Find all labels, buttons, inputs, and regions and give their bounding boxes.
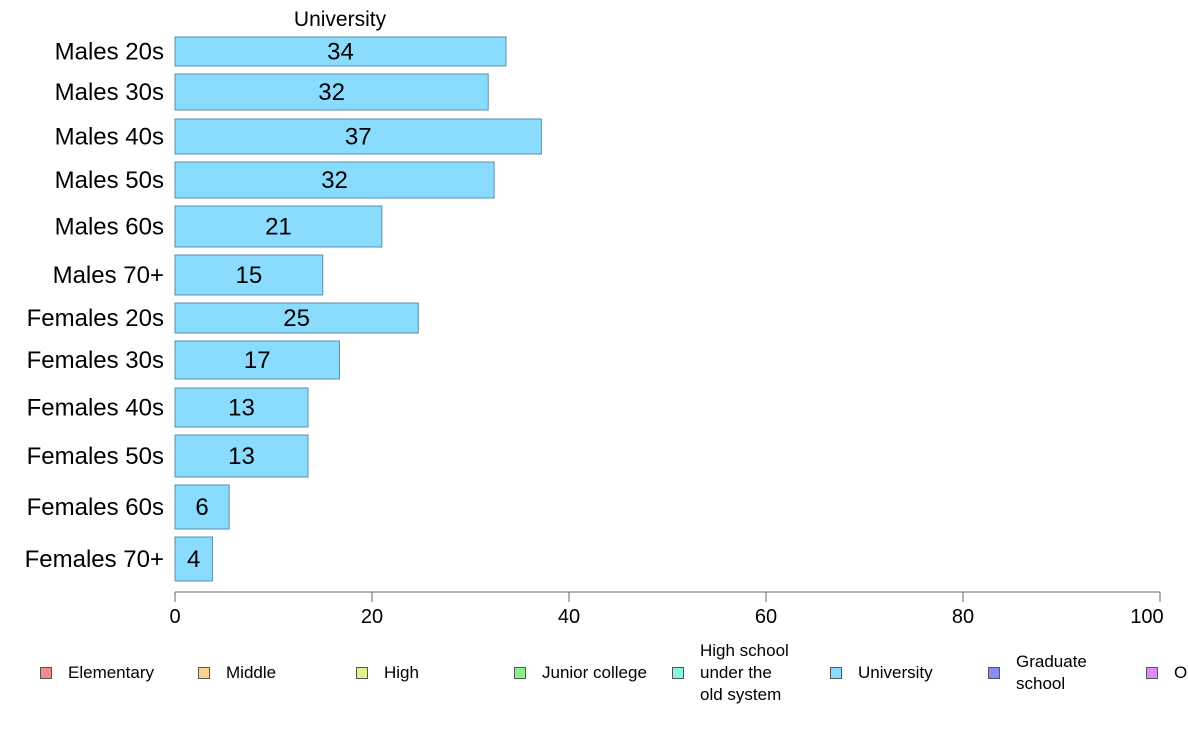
bar-value-label: 32 — [321, 167, 348, 194]
x-tick-label: 100 — [1130, 606, 1163, 628]
bar-value-label: 34 — [327, 39, 354, 66]
bar-females-40s — [174, 387, 309, 428]
legend-label: University — [858, 663, 933, 682]
legend-item: High school under the old system — [672, 640, 789, 706]
bar-value-label: 6 — [195, 494, 208, 521]
bar-females-70- — [174, 536, 213, 582]
legend-swatch — [988, 667, 1000, 679]
legend-item: High — [356, 640, 419, 706]
bar-chart: University 34 Males 20s 32 Males 30s 37 Males… — [25, 8, 1164, 628]
legend-item: Elementary — [40, 640, 154, 706]
legend-item: O — [1146, 640, 1187, 706]
bar-males-60s — [174, 205, 383, 248]
x-tick-label: 20 — [361, 606, 383, 628]
category-label: Females 50s — [27, 443, 164, 470]
bar-males-50s — [174, 161, 495, 199]
legend: Elementary Middle High Junior college High s… — [0, 640, 1188, 710]
legend-swatch — [514, 667, 526, 679]
bar-males-40s — [174, 118, 542, 155]
legend-label: High school under the old system — [700, 641, 789, 704]
bar-value-label: 15 — [236, 262, 263, 289]
legend-label: O — [1174, 663, 1188, 682]
category-label: Males 20s — [55, 39, 164, 66]
bar-value-label: 25 — [283, 305, 310, 332]
category-label: Females 70+ — [25, 546, 164, 573]
legend-label: Junior college — [542, 663, 647, 682]
legend-item: Graduate school — [988, 640, 1087, 706]
bar-females-50s — [174, 434, 309, 478]
category-label: Males 60s — [55, 214, 164, 241]
bar-females-30s — [174, 340, 340, 380]
bar-value-label: 13 — [228, 443, 255, 470]
legend-label: Graduate school — [1016, 652, 1087, 693]
bar-value-label: 13 — [228, 395, 255, 422]
bar-value-label: 4 — [187, 546, 200, 573]
x-tick-label: 80 — [952, 606, 974, 628]
chart-title: University — [294, 8, 387, 31]
legend-item: Junior college — [514, 640, 647, 706]
bar-value-label: 17 — [244, 347, 271, 374]
category-label: Males 30s — [55, 79, 164, 106]
legend-swatch — [356, 667, 368, 679]
category-label: Females 40s — [27, 395, 164, 422]
category-label: Females 20s — [27, 305, 164, 332]
bar-value-label: 37 — [345, 124, 372, 151]
category-label: Males 50s — [55, 167, 164, 194]
x-tick-label: 0 — [169, 606, 180, 628]
legend-swatch — [1146, 667, 1158, 679]
legend-label: Elementary — [68, 663, 154, 682]
category-label: Males 70+ — [53, 262, 164, 289]
legend-item: University — [830, 640, 933, 706]
category-label: Males 40s — [55, 124, 164, 151]
category-label: Females 60s — [27, 494, 164, 521]
bar-males-30s — [174, 73, 489, 111]
legend-item: Middle — [198, 640, 276, 706]
legend-swatch — [198, 667, 210, 679]
bar-value-label: 32 — [318, 79, 345, 106]
category-label: Females 30s — [27, 347, 164, 374]
x-tick-label: 40 — [558, 606, 580, 628]
x-tick-label: 60 — [755, 606, 777, 628]
bar-value-label: 21 — [265, 214, 292, 241]
bar-males-70- — [174, 254, 324, 296]
legend-label: Middle — [226, 663, 277, 682]
legend-label: High — [384, 663, 419, 682]
legend-swatch — [40, 667, 52, 679]
bar-females-20s — [174, 302, 419, 334]
bar-females-60s — [174, 484, 230, 530]
legend-swatch — [672, 667, 684, 679]
legend-swatch — [830, 667, 842, 679]
bar-males-20s — [174, 36, 507, 67]
